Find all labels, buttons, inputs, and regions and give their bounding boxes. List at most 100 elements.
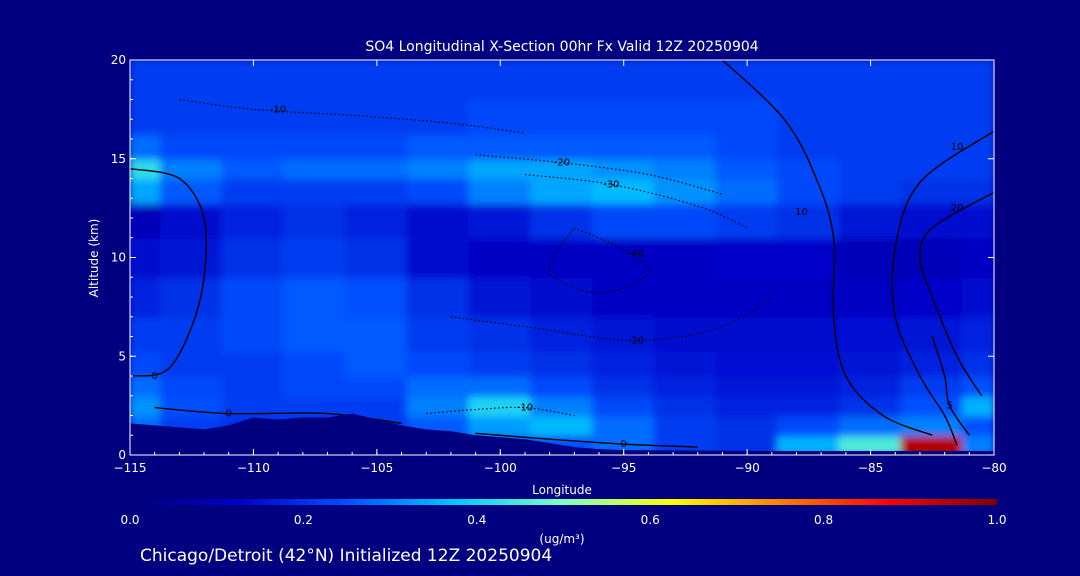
heatmap-cell — [591, 394, 656, 417]
colorbar: 0.0 0.2 0.4 0.6 0.8 1.0 (ug/m³) — [120, 499, 1007, 546]
heatmap-cell — [900, 350, 965, 377]
heatmap-cell — [283, 98, 347, 136]
contour-label: 10 — [795, 207, 808, 218]
heatmap-cell — [345, 202, 409, 239]
heatmap-cell — [221, 236, 286, 279]
y-axis: 0 5 10 15 20 — [111, 53, 994, 462]
heatmap-cell — [468, 157, 533, 180]
plot-area: 0 -10 -20 -30 -40 -20 -10 0 0 10 10 20 5 — [129, 59, 995, 456]
heatmap-cell — [591, 414, 656, 437]
heatmap-cell — [900, 236, 965, 279]
colorbar-tick-label: 0.8 — [814, 513, 833, 527]
x-tick-label: −85 — [858, 461, 883, 475]
heatmap-cell — [159, 315, 224, 353]
heatmap-cell — [221, 157, 286, 180]
heatmap-cell — [962, 350, 994, 377]
heatmap-cell — [591, 350, 656, 377]
heatmap-cell — [159, 350, 224, 377]
heatmap-cell — [406, 394, 471, 417]
heatmap-cell — [406, 133, 471, 160]
heatmap-cell — [653, 60, 718, 101]
heatmap-cell — [962, 394, 994, 417]
heatmap-cell — [962, 276, 994, 318]
heatmap-cell — [468, 394, 533, 417]
heatmap-cell — [838, 434, 903, 455]
heatmap-cell — [838, 414, 903, 437]
heatmap-cell — [900, 202, 965, 239]
contour-line-solid — [130, 167, 208, 377]
y-tick-label: 20 — [111, 53, 126, 67]
heatmap-cell — [530, 350, 594, 377]
heatmap-cell — [591, 276, 656, 318]
heatmap-cell — [468, 375, 533, 397]
heatmap-cell — [653, 315, 718, 353]
heatmap-cell — [777, 276, 841, 318]
y-tick-label: 0 — [118, 448, 126, 462]
heatmap-cell — [777, 236, 841, 279]
heatmap-cell — [406, 315, 471, 353]
heatmap-cell — [221, 315, 286, 353]
heatmap-cell — [962, 98, 994, 136]
heatmap-cell — [345, 276, 409, 318]
heatmap-cell — [715, 60, 779, 101]
heatmap-cell — [715, 177, 779, 205]
x-tick-label: −100 — [484, 461, 517, 475]
heatmap-cell — [530, 202, 594, 239]
heatmap-cell — [591, 375, 656, 397]
heatmap-cell — [406, 177, 471, 205]
heatmap-cell — [900, 394, 965, 417]
heatmap-cell — [130, 202, 162, 239]
heatmap-cell — [530, 177, 594, 205]
heatmap-cell — [777, 133, 841, 160]
x-tick-label: −80 — [981, 461, 1006, 475]
heatmap-cell — [406, 236, 471, 279]
heatmap-cell — [530, 98, 594, 136]
colorbar-tick-label: 0.0 — [120, 513, 139, 527]
heatmap-cell — [777, 394, 841, 417]
concentration-field — [130, 60, 994, 455]
heatmap-cell — [653, 434, 718, 455]
heatmap-cell — [530, 414, 594, 437]
heatmap-cell — [653, 133, 718, 160]
heatmap-cell — [900, 315, 965, 353]
heatmap-cell — [591, 133, 656, 160]
heatmap-cell — [715, 202, 779, 239]
x-axis: −115 −110 −105 −100 −95 −90 −85 −80 — [114, 60, 1007, 475]
y-axis-title: Altitude (km) — [87, 219, 101, 298]
contour-label: 0 — [151, 371, 157, 382]
heatmap-cell — [715, 276, 779, 318]
heatmap-cell — [900, 157, 965, 180]
heatmap-cell — [653, 394, 718, 417]
heatmap-cell — [283, 133, 347, 160]
heatmap-cell — [130, 60, 162, 101]
heatmap-cell — [715, 394, 779, 417]
heatmap-cell — [345, 98, 409, 136]
heatmap-cell — [221, 375, 286, 397]
colorbar-strip — [130, 499, 997, 505]
heatmap-cell — [653, 375, 718, 397]
contour-line-solid — [919, 191, 994, 397]
contour-label: 0 — [621, 439, 627, 450]
heatmap-cell — [591, 236, 656, 279]
heatmap-cell — [777, 434, 841, 455]
y-tick-label: 5 — [118, 349, 126, 363]
contour-label: 0 — [226, 409, 232, 420]
heatmap-cell — [653, 414, 718, 437]
colorbar-ticks: 0.0 0.2 0.4 0.6 0.8 1.0 — [120, 513, 1006, 527]
heatmap-cell — [221, 202, 286, 239]
x-axis-title: Longitude — [532, 483, 592, 497]
contour-line-solid — [721, 60, 933, 436]
heatmap-cell — [900, 177, 965, 205]
heatmap-cell — [468, 414, 533, 437]
heatmap-cell — [715, 375, 779, 397]
heatmap-cell — [345, 60, 409, 101]
y-tick-label: 10 — [111, 251, 126, 265]
heatmap-cell — [406, 202, 471, 239]
heatmap-cell — [468, 60, 533, 101]
heatmap-cell — [468, 236, 533, 279]
heatmap-cell — [406, 157, 471, 180]
heatmap-cell — [221, 276, 286, 318]
heatmap-cell — [591, 177, 656, 205]
heatmap-cell — [530, 375, 594, 397]
